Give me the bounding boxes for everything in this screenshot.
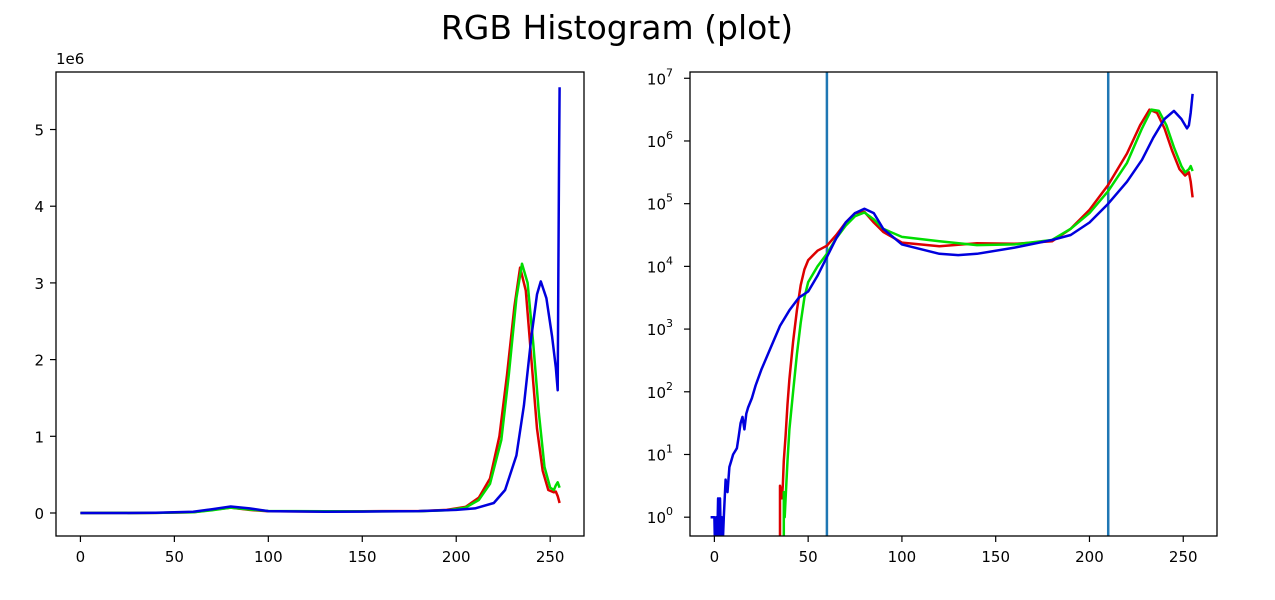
- axes-frame: [689, 71, 1218, 537]
- y-tick-label: 102: [647, 380, 673, 402]
- y-tick-label: 103: [647, 317, 673, 339]
- x-tick-label: 0: [710, 548, 720, 566]
- x-tick-label: 50: [165, 548, 184, 566]
- y-tick-label: 5: [34, 122, 44, 140]
- y-tick-label: 101: [647, 442, 673, 464]
- y-tick-label: 1: [34, 428, 44, 446]
- y-tick-label: 106: [647, 129, 673, 151]
- green-channel-line: [782, 108, 1194, 536]
- linear-histogram-axes: 0 50 100 150 200 250 0 1 2 3 4 5 1e6: [34, 50, 585, 566]
- x-tick-label: 50: [799, 548, 818, 566]
- red-channel-line: [80, 266, 561, 515]
- green-channel-line: [80, 262, 561, 515]
- y-tick-label: 107: [647, 66, 673, 88]
- y-scale-factor: 1e6: [56, 50, 84, 68]
- y-tick-label: 2: [34, 352, 44, 370]
- y-tick-label: 0: [34, 505, 44, 523]
- y-tick-label: 104: [647, 254, 673, 276]
- blue-channel-line: [710, 93, 1194, 536]
- figure-title: RGB Histogram (plot): [441, 8, 793, 47]
- y-tick-label: 4: [34, 198, 44, 216]
- y-tick-label: 100: [647, 505, 673, 527]
- x-tick-label: 200: [442, 548, 471, 566]
- x-tick-label: 100: [888, 548, 917, 566]
- plot-area: [80, 87, 561, 515]
- red-channel-line: [778, 108, 1194, 536]
- x-tick-label: 250: [536, 548, 565, 566]
- x-tick-label: 150: [348, 548, 377, 566]
- x-tick-label: 0: [76, 548, 86, 566]
- y-tick-label: 3: [34, 275, 44, 293]
- blue-channel-line: [80, 87, 561, 515]
- y-tick-label: 105: [647, 192, 673, 214]
- log-histogram-axes: 0 50 100 150 200 250 100 101 102 103 104 105 106 107: [647, 66, 1218, 566]
- x-tick-label: 200: [1075, 548, 1104, 566]
- axes-frame: [55, 71, 585, 537]
- x-tick-label: 150: [981, 548, 1010, 566]
- plot-area: [710, 72, 1194, 536]
- x-tick-label: 100: [254, 548, 283, 566]
- x-tick-label: 250: [1169, 548, 1198, 566]
